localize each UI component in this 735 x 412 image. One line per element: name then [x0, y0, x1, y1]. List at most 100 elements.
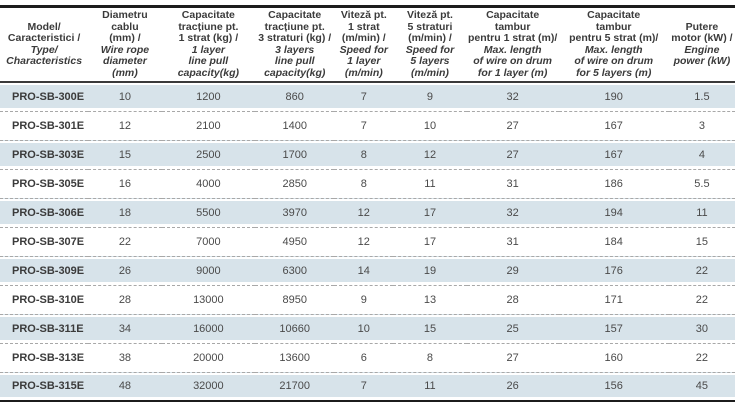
model-cell: PRO-SB-306E — [0, 198, 89, 228]
value-cell: 167 — [558, 140, 669, 170]
value-cell: 13000 — [161, 285, 256, 315]
value-cell: 2500 — [161, 140, 256, 170]
value-cell: 176 — [558, 256, 669, 286]
value-cell: 15 — [668, 227, 735, 257]
value-cell: 32 — [466, 82, 559, 112]
value-cell: 12 — [334, 227, 394, 257]
value-cell: 11 — [393, 372, 467, 401]
table-row: PRO-SB-315E 48 32000 21700 7 11 26 156 45 — [0, 372, 735, 401]
value-cell: 12 — [393, 140, 467, 170]
value-cell: 10 — [334, 314, 394, 344]
value-cell: 22 — [668, 285, 735, 315]
value-cell: 5500 — [161, 198, 256, 228]
value-cell: 27 — [466, 140, 559, 170]
header-model: Model/ Caracteristici / Type/ Characteri… — [0, 6, 89, 83]
value-cell: 184 — [558, 227, 669, 257]
header-rope-diameter: Diametru cablu (mm) / Wire rope diameter… — [88, 6, 162, 83]
header-drum-1-layer-ro: Capacitate tambur pentru 1 strat (m)/ — [468, 9, 558, 44]
value-cell: 10660 — [255, 314, 335, 344]
model-cell: PRO-SB-313E — [0, 343, 89, 373]
model-cell: PRO-SB-311E — [0, 314, 89, 344]
value-cell: 27 — [466, 111, 559, 141]
value-cell: 21700 — [255, 372, 335, 401]
value-cell: 32000 — [161, 372, 256, 401]
value-cell: 167 — [558, 111, 669, 141]
value-cell: 6300 — [255, 256, 335, 286]
value-cell: 1.5 — [668, 82, 735, 112]
value-cell: 194 — [558, 198, 669, 228]
header-engine-power-en: Engine power (kW) — [673, 43, 731, 67]
value-cell: 186 — [558, 169, 669, 199]
value-cell: 1700 — [255, 140, 335, 170]
value-cell: 2850 — [255, 169, 335, 199]
table-row: PRO-SB-303E 15 2500 1700 8 12 27 167 4 — [0, 140, 735, 170]
value-cell: 10 — [393, 111, 467, 141]
value-cell: 15 — [393, 314, 467, 344]
value-cell: 20000 — [161, 343, 256, 373]
value-cell: 32 — [466, 198, 559, 228]
value-cell: 7 — [334, 82, 394, 112]
header-drum-1-layer-en: Max. length of wire on drum for 1 layer … — [473, 43, 553, 79]
value-cell: 3 — [668, 111, 735, 141]
value-cell: 1200 — [161, 82, 256, 112]
value-cell: 9000 — [161, 256, 256, 286]
value-cell: 13600 — [255, 343, 335, 373]
value-cell: 8 — [393, 343, 467, 373]
value-cell: 3970 — [255, 198, 335, 228]
model-cell: PRO-SB-309E — [0, 256, 89, 286]
value-cell: 8 — [334, 169, 394, 199]
header-speed-1-layer-en: Speed for 1 layer (m/min) — [339, 43, 389, 79]
table-body: PRO-SB-300E 10 1200 860 7 9 32 190 1.5 PRO-SB-301… — [0, 82, 735, 401]
value-cell: 25 — [466, 314, 559, 344]
value-cell: 157 — [558, 314, 669, 344]
value-cell: 160 — [558, 343, 669, 373]
value-cell: 4 — [668, 140, 735, 170]
header-drum-5-layers-en: Max. length of wire on drum for 5 layers… — [574, 43, 654, 79]
value-cell: 16000 — [161, 314, 256, 344]
value-cell: 12 — [88, 111, 162, 141]
value-cell: 48 — [88, 372, 162, 401]
value-cell: 28 — [466, 285, 559, 315]
header-drum-5-layers: Capacitate tambur pentru 5 strat (m)/ Ma… — [558, 6, 669, 83]
winch-specifications-table: Model/ Caracteristici / Type/ Characteri… — [0, 5, 735, 402]
value-cell: 8 — [334, 140, 394, 170]
value-cell: 38 — [88, 343, 162, 373]
value-cell: 7 — [334, 111, 394, 141]
value-cell: 190 — [558, 82, 669, 112]
value-cell: 45 — [668, 372, 735, 401]
header-drum-5-layers-ro: Capacitate tambur pentru 5 strat (m)/ — [569, 9, 659, 44]
value-cell: 11 — [393, 169, 467, 199]
value-cell: 9 — [334, 285, 394, 315]
model-cell: PRO-SB-310E — [0, 285, 89, 315]
value-cell: 22 — [668, 343, 735, 373]
table-row: PRO-SB-300E 10 1200 860 7 9 32 190 1.5 — [0, 82, 735, 112]
value-cell: 34 — [88, 314, 162, 344]
value-cell: 11 — [668, 198, 735, 228]
value-cell: 13 — [393, 285, 467, 315]
value-cell: 9 — [393, 82, 467, 112]
value-cell: 4950 — [255, 227, 335, 257]
value-cell: 7 — [334, 372, 394, 401]
value-cell: 27 — [466, 343, 559, 373]
table-row: PRO-SB-313E 38 20000 13600 6 8 27 160 22 — [0, 343, 735, 373]
header-rope-diameter-en: Wire rope diameter (mm) — [100, 43, 150, 79]
table-row: PRO-SB-301E 12 2100 1400 7 10 27 167 3 — [0, 111, 735, 141]
value-cell: 15 — [88, 140, 162, 170]
value-cell: 22 — [88, 227, 162, 257]
value-cell: 8950 — [255, 285, 335, 315]
value-cell: 31 — [466, 227, 559, 257]
header-pull-3-layers-ro: Capacitate tracțiune pt. 3 straturi (kg)… — [258, 9, 332, 44]
header-drum-1-layer: Capacitate tambur pentru 1 strat (m)/ Ma… — [466, 6, 559, 83]
value-cell: 18 — [88, 198, 162, 228]
value-cell: 19 — [393, 256, 467, 286]
value-cell: 5.5 — [668, 169, 735, 199]
header-rope-diameter-ro: Diametru cablu (mm) / — [102, 9, 148, 44]
model-cell: PRO-SB-305E — [0, 169, 89, 199]
value-cell: 31 — [466, 169, 559, 199]
header-pull-1-layer-en: 1 layer line pull capacity(kg) — [177, 43, 239, 79]
table-row: PRO-SB-306E 18 5500 3970 12 17 32 194 11 — [0, 198, 735, 228]
header-speed-1-layer: Viteză pt. 1 strat (m/min) / Speed for 1… — [334, 6, 394, 83]
header-model-en: Type/ Characteristics — [6, 43, 83, 67]
spec-table-wrapper: Model/ Caracteristici / Type/ Characteri… — [0, 5, 735, 402]
value-cell: 156 — [558, 372, 669, 401]
